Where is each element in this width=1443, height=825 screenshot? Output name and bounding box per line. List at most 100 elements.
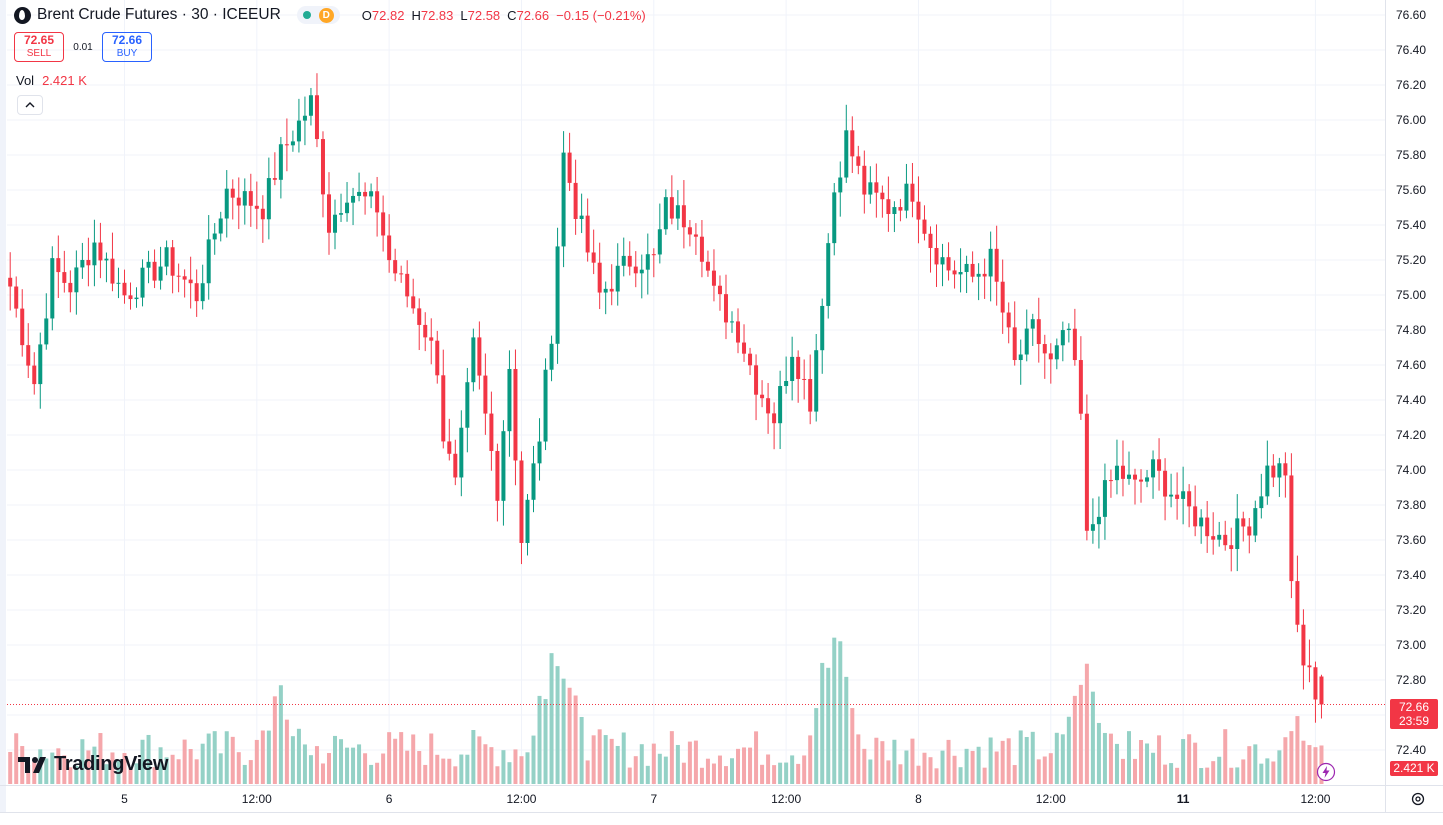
candle-body [633,266,638,274]
candle-body [1265,465,1270,497]
volume-bar [56,748,61,784]
volume-bar [1217,756,1222,784]
candle-body [26,345,31,366]
volume-bar [886,760,891,784]
volume-bar [92,746,97,784]
candle-body [778,386,783,424]
candle-body [814,350,819,412]
volume-bar [152,767,157,784]
price-tick-label: 73.00 [1396,638,1426,652]
volume-bar [988,737,993,784]
volume-bar [1000,740,1005,784]
volume-bar [1235,767,1240,784]
volume-bar [1211,761,1216,784]
candle-body [1018,354,1023,361]
price-tick-label: 75.60 [1396,183,1426,197]
candle-body [110,258,115,284]
candle-body [1108,480,1113,482]
volume-bar [856,734,861,784]
volume-bar [465,754,470,784]
volume-bar [357,744,362,784]
volume-bar [453,766,458,784]
volume-bar [320,763,325,784]
candle-body [964,263,969,273]
volume-bar [862,748,867,784]
candle-body [176,275,181,277]
volume-bar [314,746,319,784]
candle-body [862,165,867,195]
candle-body [892,207,897,214]
tradingview-logo[interactable]: TradingView [18,753,168,776]
candle-body [1229,545,1234,550]
volume-bar [32,761,37,784]
candle-body [754,365,759,395]
volume-legend[interactable]: Vol 2.421 K [16,73,87,88]
volume-bar [928,757,933,784]
market-status[interactable]: D [296,6,340,24]
volume-bar [1126,731,1131,784]
candle-body [1163,470,1168,497]
volume-bar [645,765,650,784]
volume-bar [826,667,831,784]
buy-button[interactable]: 72.66 BUY [102,32,152,62]
volume-bar [176,759,181,784]
volume-bar [1181,739,1186,784]
volume-bar [483,744,488,784]
price-tick-label: 75.40 [1396,218,1426,232]
candle-body [772,413,777,424]
lightning-icon[interactable] [1316,762,1336,782]
candle-body [1030,319,1035,329]
candle-body [730,321,734,323]
price-tick-label: 74.20 [1396,428,1426,442]
candle-body [50,258,55,319]
candle-body [693,234,698,237]
candle-body [351,195,356,203]
volume-bar [1247,746,1252,784]
candle-body [717,285,722,295]
candle-body [1319,676,1324,705]
price-tick-label: 74.00 [1396,463,1426,477]
volume-bar [290,736,295,784]
symbol-logo-icon [14,6,31,24]
candle-body [1211,536,1216,540]
volume-bar [760,764,765,784]
volume-bar [1036,759,1041,784]
candle-body [615,265,620,292]
settings-gear-icon[interactable] [1410,791,1426,807]
volume-bar [874,737,879,784]
candle-body [1151,459,1156,478]
sell-button[interactable]: 72.65 SELL [14,32,64,62]
high-label: H [411,7,421,23]
volume-bar [1024,737,1029,784]
volume-bar [976,746,981,784]
time-tick-label: 12:00 [771,792,801,806]
volume-bar [1175,767,1180,784]
time-tick-label: 12:00 [1300,792,1330,806]
candle-body [182,276,187,280]
volume-bar [423,764,428,784]
candle-body [880,192,885,200]
symbol-title[interactable]: Brent Crude Futures · 30 · ICEEUR [37,6,281,23]
volume-bar [260,730,265,784]
volume-bar [742,747,747,784]
candle-body [1307,665,1312,668]
price-tick-label: 73.40 [1396,568,1426,582]
buy-label: BUY [116,48,138,59]
volume-bar [1223,729,1228,784]
volume-bar [1078,684,1083,784]
candle-body [86,259,91,266]
volume-bar [86,750,91,784]
volume-price-label: 2.421 K [1390,761,1438,776]
candle-body [1157,459,1162,471]
candle-body [1060,330,1065,346]
volume-bar [1006,738,1011,784]
candle-body [20,308,25,346]
volume-bar [940,750,945,784]
volume-bar [459,754,464,784]
candle-body [1120,465,1125,479]
price-tick-label: 75.20 [1396,253,1426,267]
volume-bar [693,740,698,784]
volume-bar [681,762,686,784]
collapse-legend-button[interactable] [17,95,43,115]
